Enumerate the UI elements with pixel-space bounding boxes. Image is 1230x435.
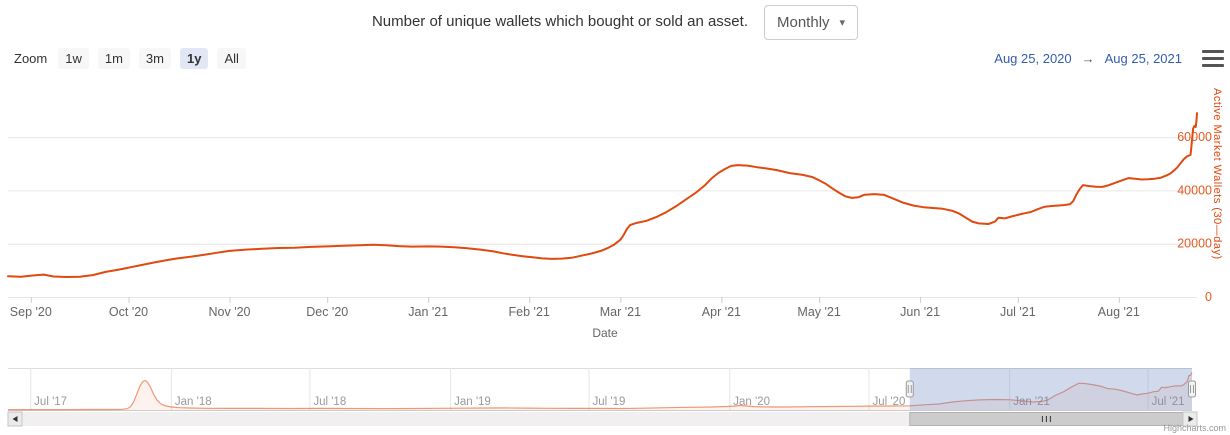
range-selector: Zoom 1w 1m 3m 1y All Aug 25, 2020 → Aug 25, …: [0, 48, 1230, 72]
range-from-date[interactable]: Aug 25, 2020: [994, 51, 1072, 66]
x-axis-label: Jun '21: [900, 305, 940, 319]
y-axis-label: 60000: [1177, 130, 1212, 144]
zoom-button-group: Zoom 1w 1m 3m 1y All: [14, 48, 246, 69]
frequency-select[interactable]: Monthly ▾: [764, 4, 859, 40]
y-axis-label: 40000: [1177, 183, 1212, 197]
left-arrow-icon: [12, 416, 18, 422]
range-button-1m[interactable]: 1m: [97, 48, 130, 69]
navigator-axis-label: Jul '17: [34, 396, 67, 408]
navigator-axis-label: Jul '18: [313, 396, 346, 408]
navigator-series-line: [8, 372, 1193, 411]
navigator-series-area: [8, 372, 1192, 410]
x-axis-title: Date: [592, 326, 618, 340]
range-button-All[interactable]: All: [217, 48, 246, 69]
x-axis-label: Sep '20: [10, 305, 52, 319]
x-axis-label: Mar '21: [600, 305, 641, 319]
x-axis-label: May '21: [797, 305, 840, 319]
hamburger-icon[interactable]: [1202, 50, 1224, 67]
y-axis-title: Active Market Wallets (30—day): [1211, 88, 1223, 260]
date-range: Aug 25, 2020 → Aug 25, 2021: [994, 51, 1182, 66]
navigator-axis-label: Jul '21: [1152, 396, 1185, 408]
x-axis-label: Jul '21: [1000, 305, 1036, 319]
navigator-axis-label: Jan '18: [175, 396, 212, 408]
range-arrow: →: [1081, 51, 1095, 66]
chevron-down-icon: ▾: [839, 16, 846, 29]
y-axis-label: 0: [1205, 290, 1212, 304]
chart-title: Number of unique wallets which bought or…: [371, 12, 748, 30]
x-axis-label: Oct '20: [109, 305, 148, 319]
range-to-date[interactable]: Aug 25, 2021: [1104, 51, 1182, 66]
x-axis-label: Feb '21: [509, 305, 550, 319]
navigator-handle-right[interactable]: [1188, 380, 1196, 398]
navigator-mask[interactable]: [909, 368, 1192, 410]
scrollbar-track[interactable]: [22, 412, 1183, 426]
chart-header: Number of unique wallets which bought or…: [0, 0, 1230, 42]
zoom-label: Zoom: [14, 51, 48, 66]
x-axis-label: Jan '21: [408, 305, 448, 319]
navigator-axis-label: Jul '20: [872, 396, 905, 408]
x-axis-label: Apr '21: [702, 305, 741, 319]
navigator-axis-label: Jul '19: [593, 396, 626, 408]
highcharts-credit[interactable]: Highcharts.com: [1163, 423, 1226, 433]
x-axis-label: Aug '21: [1098, 305, 1140, 319]
navigator-axis-label: Jan '20: [733, 396, 770, 408]
x-axis-label: Nov '20: [209, 305, 251, 319]
range-button-1y[interactable]: 1y: [179, 48, 209, 69]
main-series-line[interactable]: [7, 112, 1198, 278]
y-axis-label: 20000: [1177, 237, 1212, 251]
right-arrow-icon: [1188, 416, 1194, 422]
navigator-axis-label: Jan '19: [454, 396, 491, 408]
x-axis-label: Dec '20: [306, 305, 348, 319]
range-button-3m[interactable]: 3m: [138, 48, 171, 69]
range-button-1w[interactable]: 1w: [58, 48, 89, 69]
navigator-handle-left[interactable]: [905, 380, 914, 398]
frequency-select-value: Monthly: [777, 13, 830, 31]
